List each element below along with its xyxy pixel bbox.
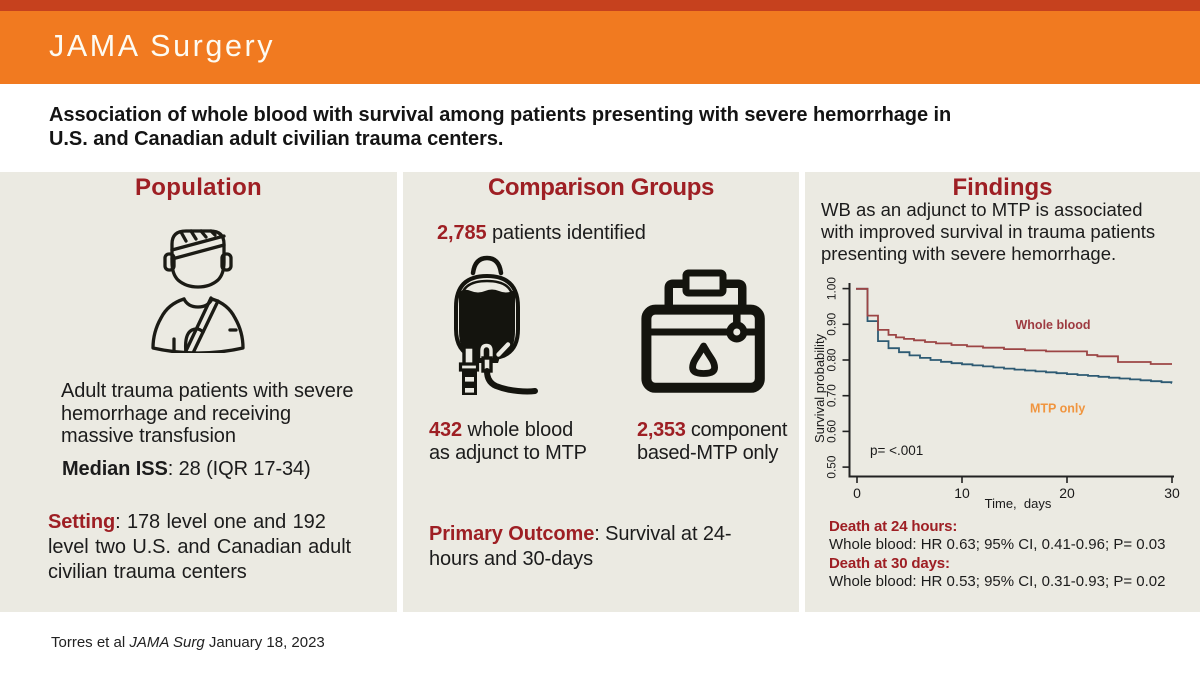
svg-text:1.00: 1.00	[825, 277, 839, 300]
svg-text:Survival probability: Survival probability	[812, 333, 827, 443]
svg-text:0.60: 0.60	[825, 419, 839, 442]
svg-text:0.90: 0.90	[825, 312, 839, 335]
svg-text:30: 30	[1164, 485, 1180, 501]
svg-text:0.70: 0.70	[825, 384, 839, 407]
svg-text:0.50: 0.50	[825, 455, 839, 478]
svg-text:0: 0	[853, 485, 861, 501]
svg-text:Time, days: Time, days	[985, 496, 1052, 511]
svg-text:20: 20	[1059, 485, 1075, 501]
svg-text:MTP only: MTP only	[1030, 402, 1085, 416]
svg-text:p= <.001: p= <.001	[870, 443, 923, 458]
svg-text:0.80: 0.80	[825, 348, 839, 371]
svg-text:10: 10	[954, 485, 970, 501]
svg-text:Whole blood: Whole blood	[1016, 318, 1091, 332]
